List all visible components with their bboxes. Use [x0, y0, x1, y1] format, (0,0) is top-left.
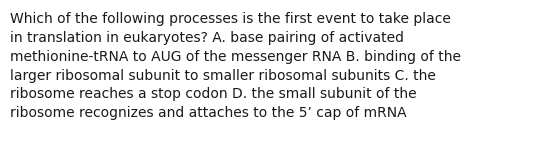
Text: Which of the following processes is the first event to take place
in translation: Which of the following processes is the … — [10, 12, 461, 120]
